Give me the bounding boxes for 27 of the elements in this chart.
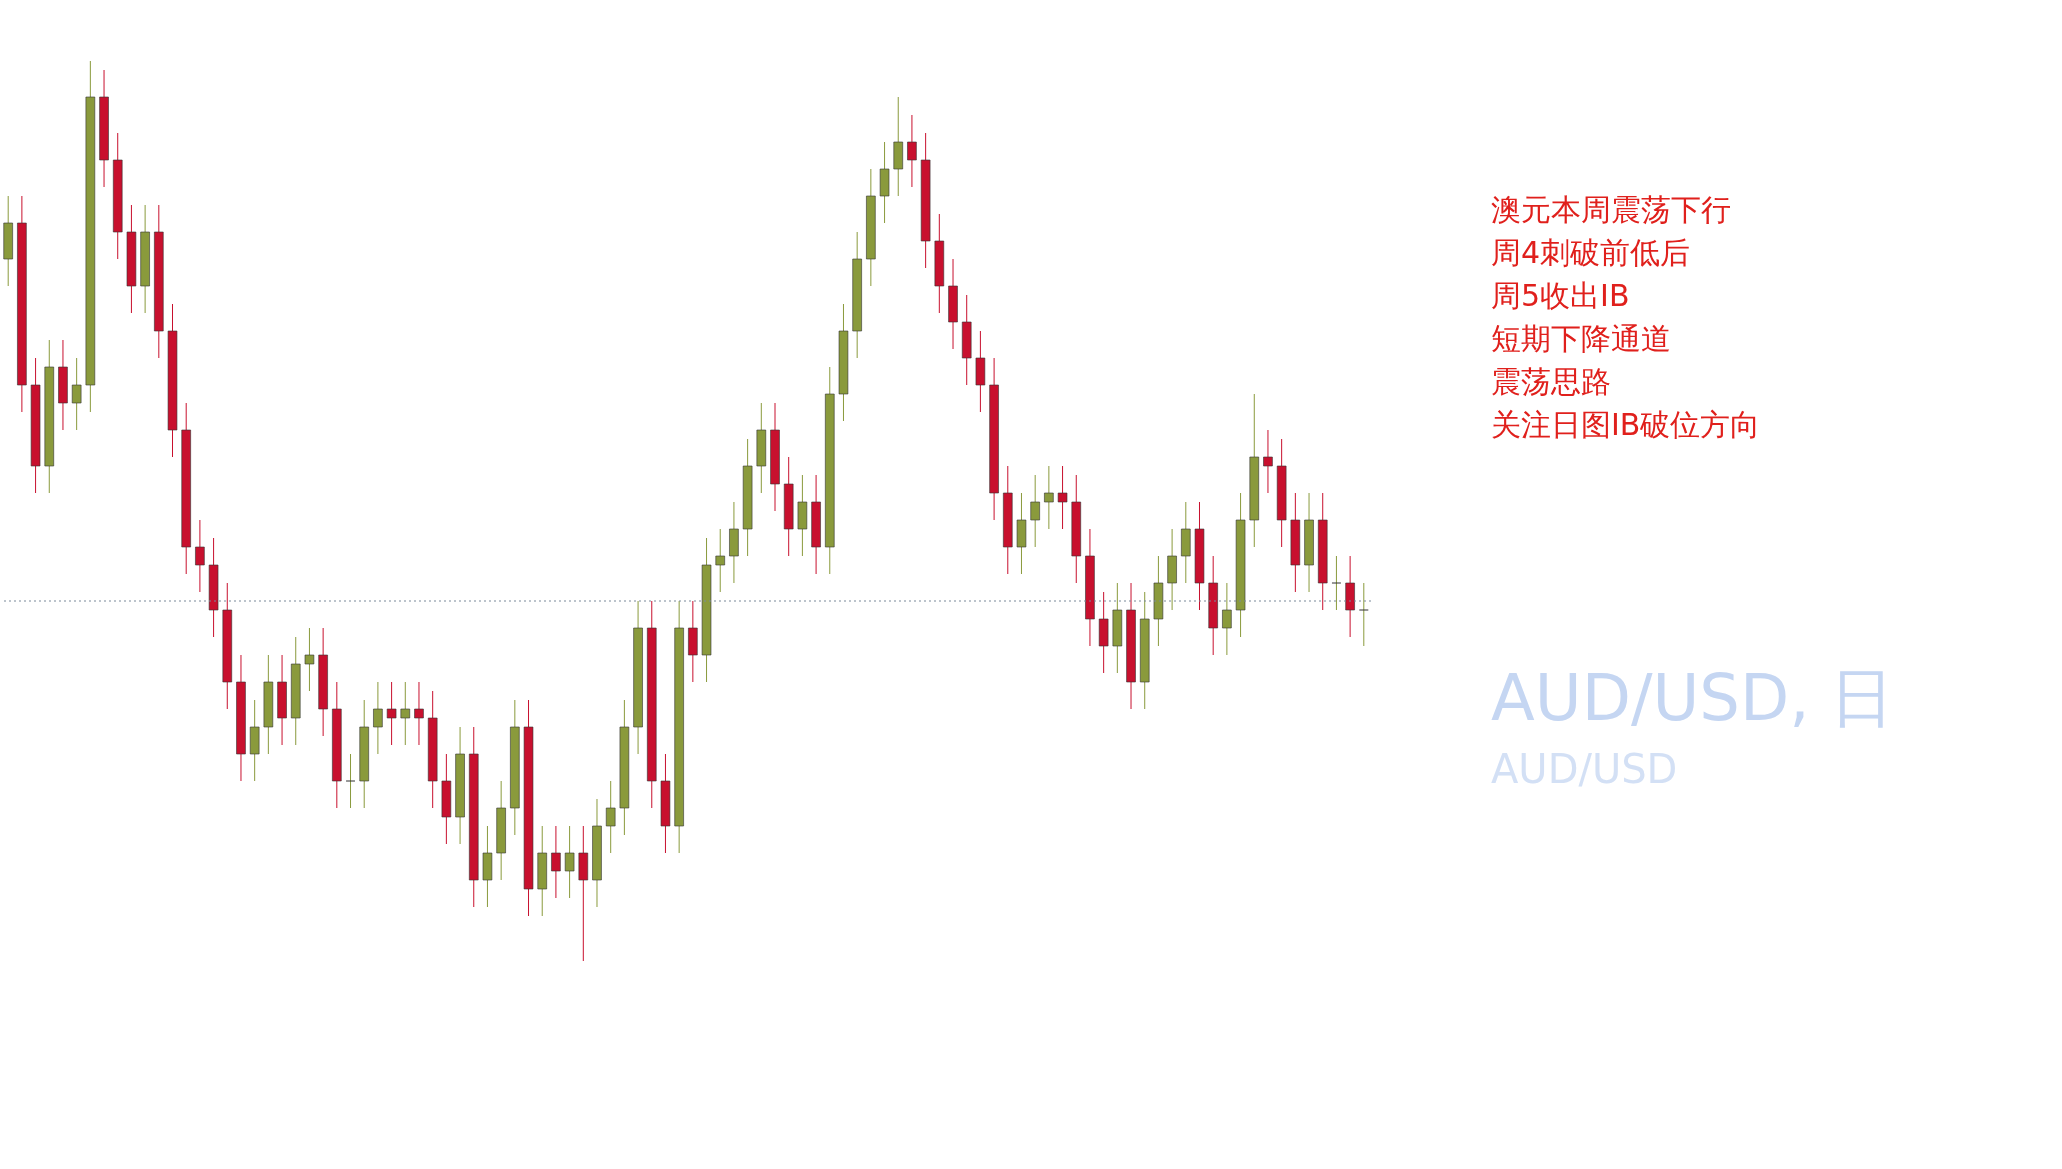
- text: 震荡思路: [1491, 364, 1611, 399]
- candlestick: [1331, 555, 1342, 611]
- text: 关注日图IB破位方向: [1491, 407, 1761, 442]
- candlestick: [1057, 465, 1068, 530]
- text: 周5收出IB: [1491, 278, 1630, 313]
- candlestick: [414, 681, 424, 746]
- candlestick: [373, 681, 383, 755]
- candlestick: [386, 681, 397, 746]
- candlestick: [71, 357, 82, 431]
- candlestick: [1359, 582, 1369, 647]
- candlestick: [1044, 465, 1054, 530]
- text: 澳元本周震荡下行: [1491, 192, 1731, 227]
- text: 周4刺破前低后: [1491, 235, 1691, 270]
- candlestick: [551, 825, 561, 899]
- text: 短期下降通道: [1491, 321, 1671, 356]
- candlestick: [345, 753, 356, 809]
- text: AUD/USD, 日: [1491, 661, 1894, 735]
- candlestick: [715, 528, 725, 593]
- candlestick: [1030, 474, 1040, 548]
- candlestick: [907, 114, 917, 188]
- candlestick: [605, 780, 616, 854]
- candlestick: [304, 627, 315, 692]
- candlestick: [1222, 582, 1232, 656]
- candlestick: [1263, 429, 1273, 494]
- candlestick: [564, 825, 575, 899]
- candlestick: [195, 519, 205, 593]
- candlestick: [400, 681, 411, 746]
